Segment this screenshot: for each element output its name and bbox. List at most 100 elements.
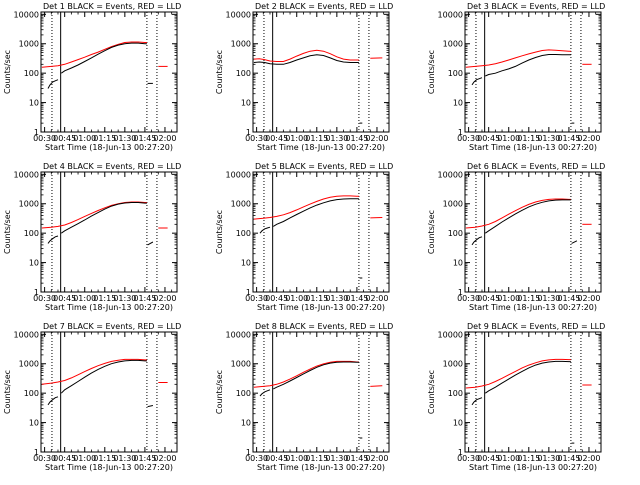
x-axis-label: Start Time (18-Jun-13 00:27:20) <box>257 303 385 312</box>
x-tick-label: 02:00 <box>577 134 600 143</box>
y-tick-label: 100 <box>448 389 463 398</box>
x-tick-label: 02:00 <box>365 454 388 463</box>
detector-plot-6: Det 6 BLACK = Events, RED = LLD Counts/se… <box>427 162 605 312</box>
plot-title: Det 9 BLACK = Events, RED = LLD <box>467 322 605 331</box>
y-axis-label: Counts/sec <box>3 370 12 414</box>
y-tick-label: 100 <box>236 389 251 398</box>
y-axis-label: Counts/sec <box>215 210 224 254</box>
y-tick-label: 100 <box>24 389 39 398</box>
detector-plot-9: Det 9 BLACK = Events, RED = LLD Counts/se… <box>427 322 605 472</box>
y-axis-label: Counts/sec <box>427 210 436 254</box>
events-series-line <box>260 390 270 396</box>
x-tick-label: 02:00 <box>153 454 176 463</box>
y-tick-label: 1000 <box>443 360 463 369</box>
events-series-line <box>485 55 571 77</box>
plot-title: Det 5 BLACK = Events, RED = LLD <box>255 162 393 171</box>
events-series-line <box>273 199 359 227</box>
y-tick-label: 1000 <box>443 200 463 209</box>
y-axis-label: Counts/sec <box>3 50 12 94</box>
y-axis-label: Counts/sec <box>3 210 12 254</box>
y-tick-label: 100 <box>448 229 463 238</box>
y-tick-label: 10000 <box>438 170 463 179</box>
y-tick-label: 10000 <box>438 10 463 19</box>
events-series-line <box>48 80 58 89</box>
y-tick-label: 1000 <box>231 200 251 209</box>
y-tick-label: 10 <box>453 259 463 268</box>
y-tick-label: 10 <box>29 99 39 108</box>
y-tick-label: 1000 <box>443 40 463 49</box>
y-tick-label: 10 <box>29 419 39 428</box>
x-tick-label: 02:00 <box>365 294 388 303</box>
y-tick-label: 10 <box>241 99 251 108</box>
x-axis-label: Start Time (18-Jun-13 00:27:20) <box>469 303 597 312</box>
events-series-line <box>48 236 58 243</box>
plot-title: Det 6 BLACK = Events, RED = LLD <box>467 162 605 171</box>
detector-plot-3: Det 3 BLACK = Events, RED = LLD Counts/se… <box>427 2 605 152</box>
y-axis-label: Counts/sec <box>427 370 436 414</box>
y-axis-label: Counts/sec <box>215 370 224 414</box>
events-series-line <box>148 242 153 245</box>
x-tick-label: 02:00 <box>153 294 176 303</box>
detector-plot-1: Det 1 BLACK = Events, RED = LLD Counts/se… <box>3 2 181 152</box>
plot-title: Det 3 BLACK = Events, RED = LLD <box>467 2 605 11</box>
y-tick-label: 1000 <box>19 200 39 209</box>
y-tick-label: 10000 <box>226 330 251 339</box>
x-tick-label: 02:00 <box>577 454 600 463</box>
detector-plot-4: Det 4 BLACK = Events, RED = LLD Counts/se… <box>3 162 181 312</box>
plot-title: Det 2 BLACK = Events, RED = LLD <box>255 2 393 11</box>
y-tick-label: 10000 <box>226 10 251 19</box>
y-tick-label: 10000 <box>14 170 39 179</box>
plot-title: Det 4 BLACK = Events, RED = LLD <box>43 162 181 171</box>
y-tick-label: 10 <box>241 419 251 428</box>
y-tick-label: 100 <box>24 69 39 78</box>
x-axis-label: Start Time (18-Jun-13 00:27:20) <box>45 303 173 312</box>
events-series-line <box>61 43 147 73</box>
y-tick-label: 100 <box>24 229 39 238</box>
events-series-line <box>260 227 270 233</box>
x-tick-label: 02:00 <box>153 134 176 143</box>
y-tick-label: 10 <box>453 419 463 428</box>
x-axis-label: Start Time (18-Jun-13 00:27:20) <box>45 143 173 152</box>
detector-plot-5: Det 5 BLACK = Events, RED = LLD Counts/se… <box>215 162 393 312</box>
events-series-line <box>48 397 58 405</box>
events-series-line <box>61 203 147 234</box>
lld-series-line <box>42 42 147 67</box>
y-tick-label: 10 <box>29 259 39 268</box>
events-series-line <box>572 241 577 244</box>
x-tick-label: 02:00 <box>365 134 388 143</box>
detector-plot-8: Det 8 BLACK = Events, RED = LLD Counts/se… <box>215 322 393 472</box>
events-series-line <box>254 55 359 65</box>
x-axis-label: Start Time (18-Jun-13 00:27:20) <box>257 463 385 472</box>
y-tick-label: 10 <box>453 99 463 108</box>
plot-title: Det 8 BLACK = Events, RED = LLD <box>255 322 393 331</box>
y-tick-label: 1000 <box>231 360 251 369</box>
y-tick-label: 100 <box>448 69 463 78</box>
detector-plot-2: Det 2 BLACK = Events, RED = LLD Counts/se… <box>215 2 393 152</box>
y-axis-label: Counts/sec <box>427 50 436 94</box>
lld-series-line <box>254 361 359 387</box>
y-tick-label: 10000 <box>14 10 39 19</box>
y-axis-label: Counts/sec <box>215 50 224 94</box>
plot-title: Det 1 BLACK = Events, RED = LLD <box>43 2 181 11</box>
y-tick-label: 1000 <box>19 40 39 49</box>
events-series-line <box>472 237 482 245</box>
lld-series-line <box>254 50 359 61</box>
y-tick-label: 1000 <box>231 40 251 49</box>
events-series-line <box>472 398 482 405</box>
y-tick-label: 1000 <box>19 360 39 369</box>
y-tick-label: 100 <box>236 229 251 238</box>
y-tick-label: 10000 <box>226 170 251 179</box>
x-axis-label: Start Time (18-Jun-13 00:27:20) <box>257 143 385 152</box>
lld-series-line <box>466 199 571 228</box>
lld-series-line <box>370 386 382 387</box>
events-series-line <box>485 361 571 393</box>
y-tick-label: 100 <box>236 69 251 78</box>
x-axis-label: Start Time (18-Jun-13 00:27:20) <box>469 143 597 152</box>
detector-plot-7: Det 7 BLACK = Events, RED = LLD Counts/se… <box>3 322 181 472</box>
plot-title: Det 7 BLACK = Events, RED = LLD <box>43 322 181 331</box>
x-axis-label: Start Time (18-Jun-13 00:27:20) <box>45 463 173 472</box>
y-tick-label: 10000 <box>14 330 39 339</box>
x-axis-label: Start Time (18-Jun-13 00:27:20) <box>469 463 597 472</box>
